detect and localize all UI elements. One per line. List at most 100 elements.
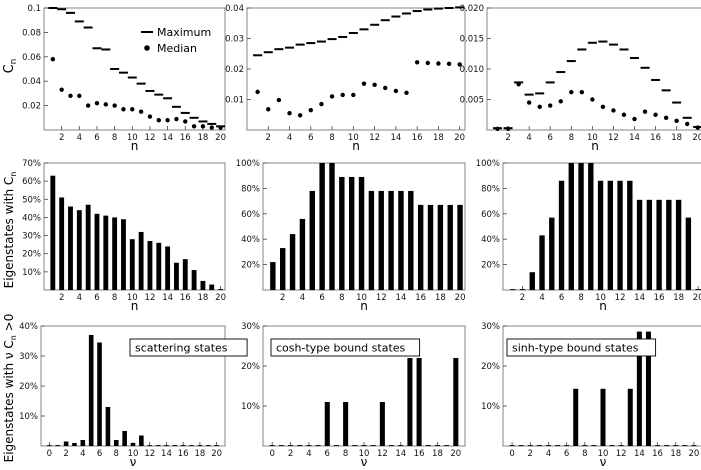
p8-xtick-label: 8 xyxy=(343,449,348,459)
p7-bar xyxy=(205,445,211,446)
p7-ytick-label: 40% xyxy=(19,322,38,332)
p2-max-mark xyxy=(370,23,380,26)
p5-bar xyxy=(270,262,276,290)
p2-median-dot xyxy=(351,92,356,98)
p5-bar xyxy=(457,204,463,290)
p3-median-dot xyxy=(653,112,658,117)
p4-xtick-label: 6 xyxy=(94,293,99,303)
p5-bar xyxy=(368,190,375,290)
p1-legend-max-label: Maximum xyxy=(157,26,211,39)
p9-annotation-frame xyxy=(506,338,657,357)
p3-frame xyxy=(486,7,701,131)
p7-bar xyxy=(97,342,102,446)
p3-median-dot xyxy=(516,82,521,87)
p3-max-mark xyxy=(619,48,629,51)
p5-xtick-label: 20 xyxy=(455,293,466,303)
p3-max-mark xyxy=(651,78,661,81)
p8-bar xyxy=(389,445,395,446)
p2-median-dot xyxy=(393,88,399,94)
p9-ytick-label: 30% xyxy=(481,322,500,332)
p9-ytick-label: 20% xyxy=(481,362,500,372)
p2-max-mark xyxy=(380,19,390,22)
p5-bar xyxy=(339,176,345,290)
p3-max-mark xyxy=(640,66,650,69)
p5-ytick-label: 20% xyxy=(241,261,260,271)
p1-max-mark xyxy=(189,116,199,119)
p3-median-dot xyxy=(642,109,648,114)
p1-ytick-label: 0.08 xyxy=(22,28,41,38)
p4-xtick-label: 10 xyxy=(127,293,138,303)
p3-median-dot xyxy=(611,108,616,113)
p9-bar xyxy=(509,445,515,446)
p9-bar xyxy=(673,445,679,446)
p1-max-mark xyxy=(154,93,164,96)
p4-xlabel: n xyxy=(131,299,139,313)
p3-max-mark xyxy=(608,43,618,46)
p5-bar xyxy=(427,204,434,290)
p3-xtick-label: 16 xyxy=(650,133,661,143)
p5-xtick-label: 8 xyxy=(339,293,344,303)
p8-panel: 0 2 4 6 8 10 12 14 16 18 20 10% 20% 30% ν cosh-type bou… xyxy=(241,322,466,469)
p5-xtick-label: 12 xyxy=(376,293,387,303)
p5-bar xyxy=(417,204,424,290)
p1-median-dot xyxy=(200,124,206,129)
p1-max-mark xyxy=(145,89,155,92)
p1-median-dot xyxy=(85,103,91,108)
p6-xtick-label: 2 xyxy=(520,293,525,303)
p9-xtick-label: 8 xyxy=(582,449,587,459)
p9-xtick-label: 12 xyxy=(616,449,627,459)
p2-max-mark xyxy=(253,54,263,57)
p8-bar xyxy=(407,358,413,446)
p3-median-dot xyxy=(548,103,553,108)
p7-bar xyxy=(214,445,219,446)
p2-median-dot xyxy=(308,107,314,113)
p3-xtick-label: 6 xyxy=(548,133,553,143)
row2-label: Eigenstates with Cn xyxy=(2,172,18,289)
p1-ytick-label: 0.1 xyxy=(27,4,41,14)
p3-xtick-label: 2 xyxy=(505,133,510,143)
p2-xtick-label: 18 xyxy=(433,133,444,143)
p7-bar xyxy=(147,445,153,446)
p6-bar xyxy=(588,163,594,290)
p2-xtick-label: 6 xyxy=(308,133,313,143)
p1-median-dot xyxy=(94,100,100,106)
p8-bar xyxy=(288,445,294,446)
p6-bar xyxy=(568,163,574,290)
p9-xtick-label: 2 xyxy=(528,449,533,459)
p8-xtick-label: 20 xyxy=(450,449,461,459)
p8-xtick-label: 6 xyxy=(325,449,330,459)
p1-median-dot xyxy=(112,103,117,108)
p4-bar xyxy=(218,289,224,290)
p1-max-mark xyxy=(180,111,190,114)
p6-xtick-label: 16 xyxy=(654,293,665,303)
p4-bar xyxy=(94,213,100,290)
row2-label-sub: n xyxy=(9,172,18,177)
p7-bar xyxy=(122,431,127,446)
p8-bar xyxy=(425,445,431,446)
p5-bar xyxy=(329,163,335,290)
p7-bar xyxy=(139,435,144,446)
p7-bar xyxy=(113,440,119,446)
p9-bar xyxy=(545,445,551,446)
p2-xtick-label: 10 xyxy=(348,133,359,143)
p9-xtick-label: 18 xyxy=(670,449,681,459)
p5-bar xyxy=(398,190,404,290)
p1-max-mark xyxy=(198,120,208,123)
p2-xtick-label: 14 xyxy=(390,133,401,143)
p4-ytick-label: 30% xyxy=(22,232,41,242)
p1-median-dot xyxy=(174,116,179,122)
p7-annotation-frame xyxy=(129,338,248,357)
p5-ytick-label: 100% xyxy=(236,159,260,169)
p3-median-dot xyxy=(526,100,532,105)
p9-bar xyxy=(536,445,542,446)
p6-bar xyxy=(558,180,565,290)
p9-bar xyxy=(618,445,624,446)
p3-xlabel: n xyxy=(591,139,599,153)
p2-median-dot xyxy=(287,111,292,116)
p2-median-dot xyxy=(436,61,441,66)
p4-bar xyxy=(103,215,109,290)
p6-bar xyxy=(646,199,653,290)
p8-annotation-frame xyxy=(270,338,421,357)
p3-max-mark xyxy=(556,71,566,74)
p6-bar xyxy=(636,199,643,290)
